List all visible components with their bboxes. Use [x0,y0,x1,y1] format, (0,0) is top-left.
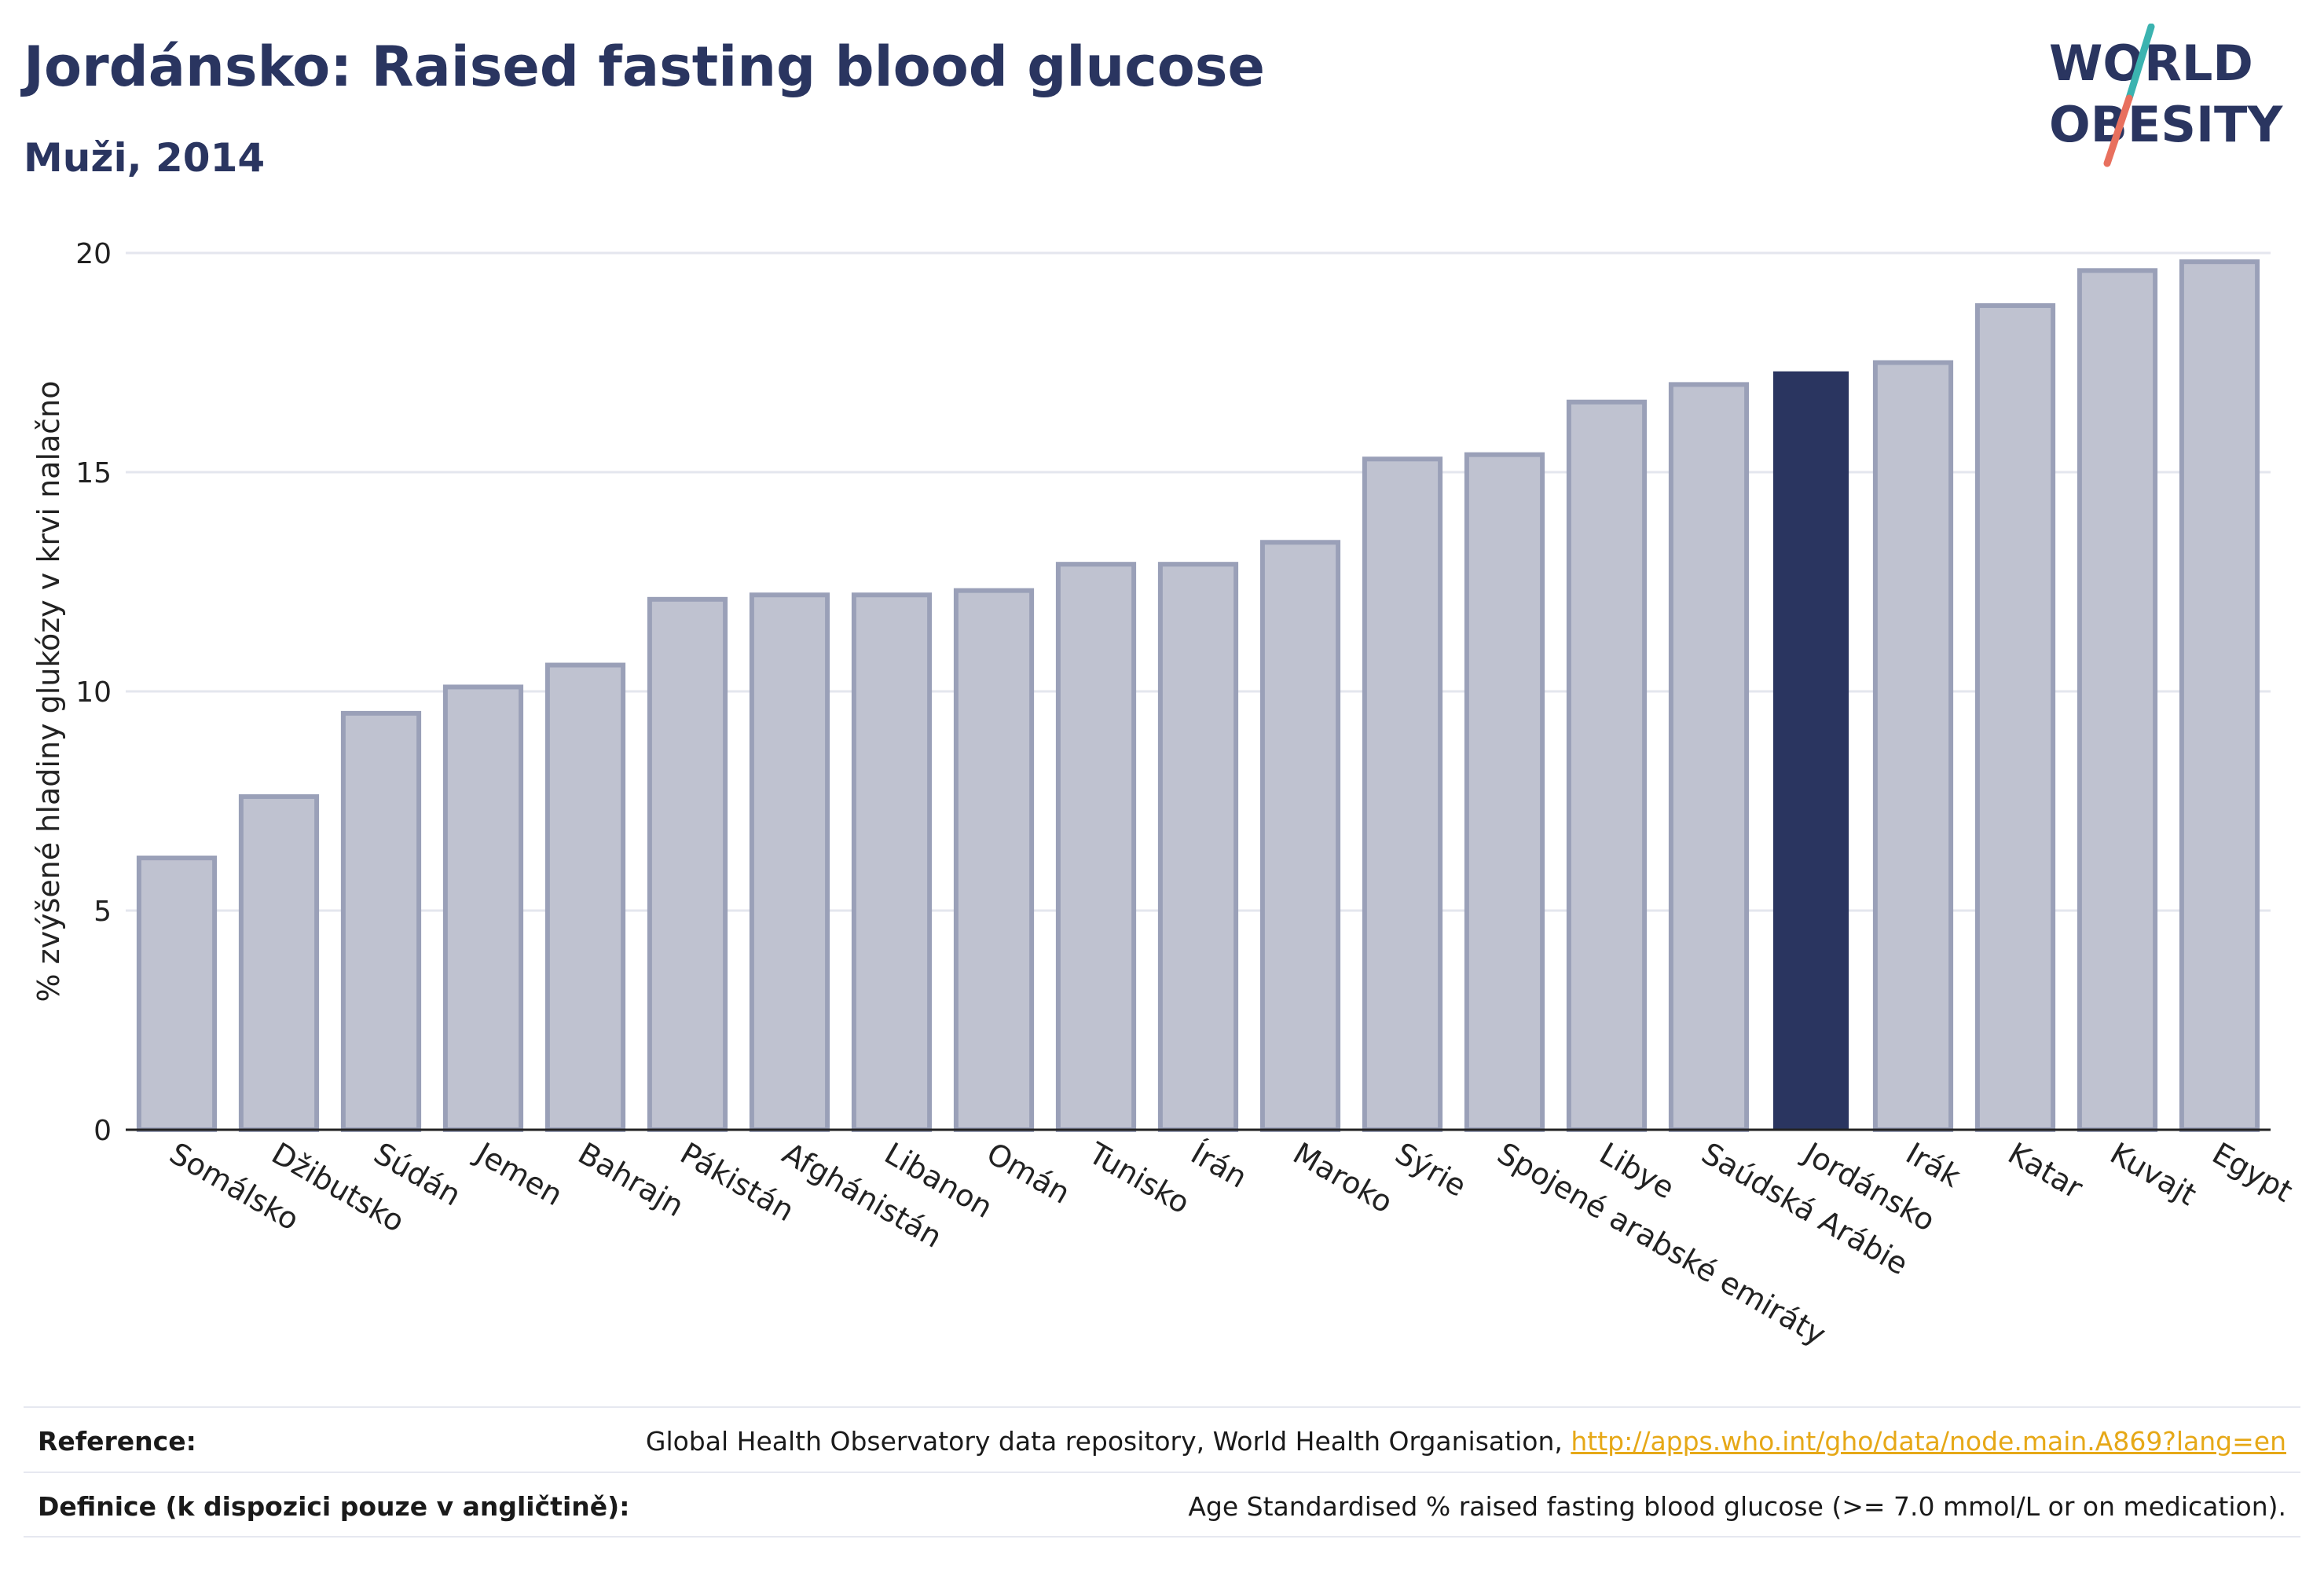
logo-line-2: OBESITY [2049,96,2283,153]
bar-11 [1259,540,1341,1132]
x-tick-label: Bahrajn [573,1136,690,1224]
y-tick-label: 10 [75,676,112,709]
bar-10 [1157,562,1239,1132]
definition-label: Definice (k dispozici pouze v angličtině… [38,1491,630,1522]
bar-12 [1362,456,1443,1132]
reference-label: Reference: [38,1426,196,1457]
y-axis-label: % zvýšené hladiny glukózy v krvi nalačno [31,380,66,1002]
bar-7 [851,592,933,1132]
chart-subtitle: Muži, 2014 [24,135,266,181]
definition-value: Age Standardised % raised fasting blood … [1188,1491,2286,1522]
reference-value: Global Health Observatory data repositor… [646,1426,2286,1457]
world-obesity-logo: WORLD OBESITY [2049,24,2283,167]
x-tick-label: Maroko [1288,1136,1399,1220]
y-tick-label: 15 [75,457,112,489]
bar-13 [1464,452,1545,1132]
x-tick-label: Jemen [469,1135,569,1213]
x-tick-label: Tunisko [1083,1135,1196,1221]
x-tick-label: Sýrie [1390,1136,1472,1204]
x-tick-label: Kuvajt [2105,1136,2202,1212]
footer-divider-top [24,1406,2300,1408]
bars [136,259,2260,1133]
x-tick-label: Katar [2003,1136,2089,1206]
logo-slash-coral [2103,94,2133,167]
bar-0 [136,856,218,1133]
bar-2 [340,710,422,1132]
logo-line-1: WORLD [2049,35,2253,92]
logo-slash-teal [2125,24,2155,102]
bar-5 [647,596,728,1132]
x-tick-label: Egypt [2207,1136,2299,1209]
bar-17 [1872,360,1954,1132]
y-tick-label: 20 [75,238,112,270]
bar-19 [2077,268,2158,1133]
bar-6 [749,592,830,1132]
x-tick-label: Írán [1186,1136,1253,1195]
reference-text: Global Health Observatory data repositor… [645,1426,1571,1457]
footer-reference-row: Reference: Global Health Observatory dat… [24,1426,2300,1465]
bar-3 [442,684,524,1132]
y-tick-label: 5 [93,896,112,928]
bar-18 [1974,302,2056,1133]
chart-title: Jordánsko: Raised fasting blood glucose [24,35,1265,99]
footer-divider-bottom [24,1536,2300,1538]
bar-15 [1668,382,1750,1132]
bar-8 [953,588,1035,1132]
bar-1 [238,793,320,1132]
y-tick-label: 0 [93,1115,112,1147]
footer-divider-middle [24,1472,2300,1473]
bar-4 [544,662,626,1132]
bar-16 [1772,371,1849,1130]
footer-definition-row: Definice (k dispozici pouze v angličtině… [24,1491,2300,1530]
x-tick-label: Pákistán [675,1136,801,1229]
y-tick-labels: 0 5 10 15 20 [75,238,112,1147]
x-tick-label: Irák [1901,1136,1967,1194]
bar-14 [1566,399,1648,1133]
bar-20 [2179,259,2260,1132]
reference-link[interactable]: http://apps.who.int/gho/data/node.main.A… [1571,1426,2286,1457]
bar-9 [1055,562,1137,1132]
